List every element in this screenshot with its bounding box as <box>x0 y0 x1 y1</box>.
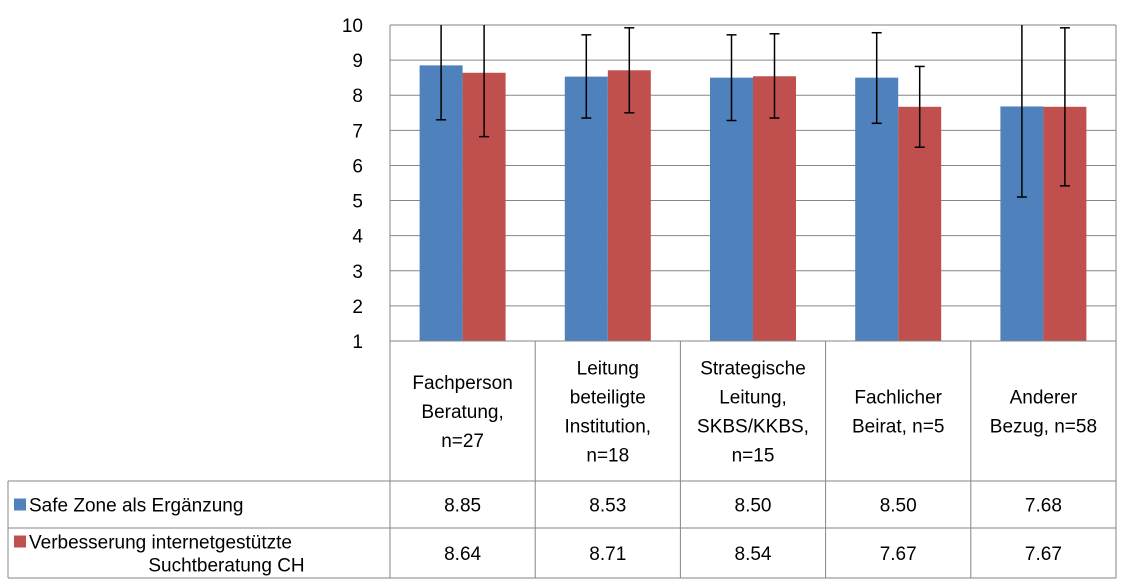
legend-label-2: Suchtberatung CH <box>148 556 304 577</box>
y-tick-label-5: 5 <box>352 192 363 213</box>
category-label-2: n=18 <box>586 446 629 467</box>
category-label-3: Strategische <box>700 359 806 380</box>
table-value-s2-c5: 7.67 <box>1025 544 1062 565</box>
table-value-s2-c3: 8.54 <box>735 544 772 565</box>
y-tick-label-6: 6 <box>352 156 363 177</box>
category-label-4: Fachlicher <box>854 388 942 409</box>
legend-key-2 <box>14 535 26 548</box>
table-value-s1-c5: 7.68 <box>1025 496 1062 517</box>
table-value-s2-c4: 7.67 <box>880 544 917 565</box>
category-label-2: Leitung <box>577 359 639 380</box>
category-label-1: Fachperson <box>412 373 512 394</box>
category-label-2: Institution, <box>564 417 651 438</box>
y-tick-label-7: 7 <box>352 121 363 142</box>
y-tick-label-2: 2 <box>352 297 363 318</box>
category-label-3: Leitung, <box>719 388 787 409</box>
table-value-s2-c1: 8.64 <box>444 544 481 565</box>
category-label-5: Bezug, n=58 <box>990 417 1097 438</box>
y-tick-label-8: 8 <box>352 86 363 107</box>
y-tick-label-9: 9 <box>352 51 363 72</box>
y-tick-label-3: 3 <box>352 262 363 283</box>
y-tick-label-1: 1 <box>352 332 363 353</box>
category-label-3: SKBS/KKBS, <box>697 417 809 438</box>
category-label-1: Beratung, <box>421 402 503 423</box>
legend-key-1 <box>14 498 26 511</box>
category-label-4: Beirat, n=5 <box>852 417 944 438</box>
bar-s1-c2 <box>564 76 608 341</box>
category-label-3: n=15 <box>732 446 775 467</box>
category-label-5: Anderer <box>1010 388 1078 409</box>
bar-s2-c3 <box>753 76 796 342</box>
bar-s2-c2 <box>607 70 651 341</box>
table-value-s2-c2: 8.71 <box>589 544 626 565</box>
table-value-s1-c2: 8.53 <box>589 496 626 517</box>
table-value-s1-c3: 8.50 <box>735 496 772 517</box>
category-label-1: n=27 <box>441 431 484 452</box>
y-tick-label-10: 10 <box>342 16 363 37</box>
table-value-s1-c4: 8.50 <box>880 496 917 517</box>
table-value-s1-c1: 8.85 <box>444 496 481 517</box>
bar-s1-c3 <box>710 77 753 342</box>
category-label-2: beteiligte <box>570 388 646 409</box>
legend-label-2: Verbesserung internetgestützte <box>29 533 292 554</box>
legend-label-1: Safe Zone als Ergänzung <box>29 496 243 517</box>
y-tick-label-4: 4 <box>352 227 363 248</box>
